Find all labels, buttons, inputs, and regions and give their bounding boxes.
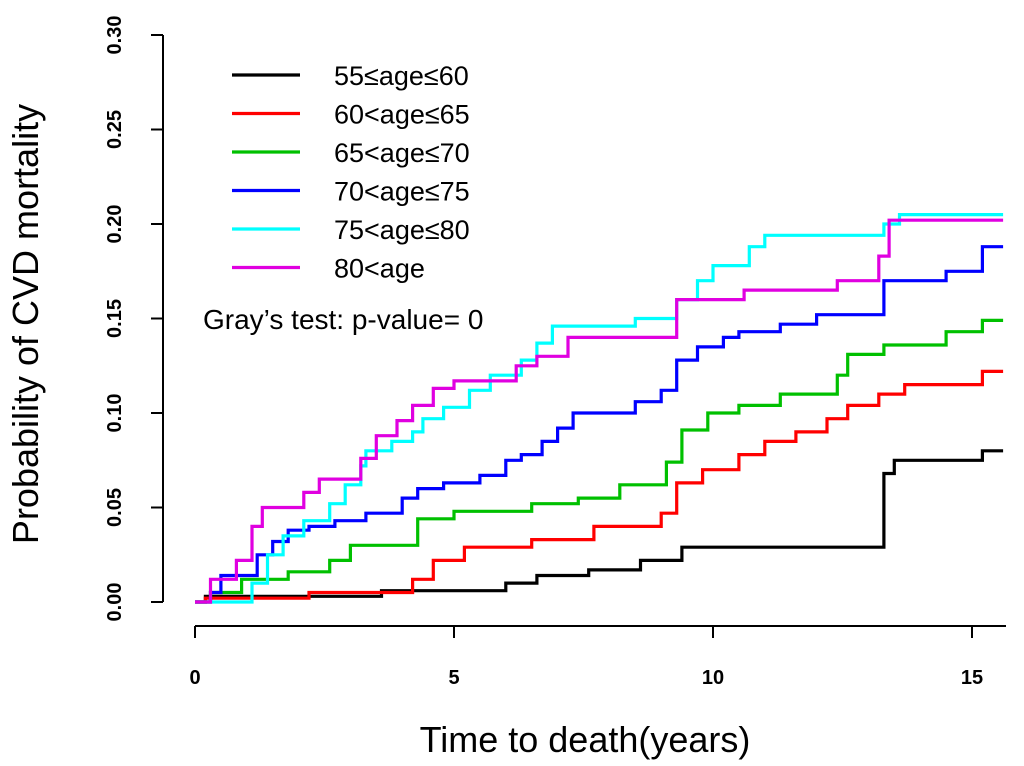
- y-tick-label: 0.10: [104, 394, 126, 433]
- legend-label: 70<age≤75: [334, 177, 470, 207]
- y-tick-label: 0.05: [104, 488, 126, 527]
- series-line-5: [195, 213, 1004, 604]
- y-ticks: 0.00 0.05 0.10 0.15 0.20 0.25 0.30: [104, 16, 163, 622]
- legend-label: 65<age≤70: [334, 138, 470, 168]
- x-tick-label: 10: [702, 667, 724, 689]
- y-tick-label: 0.20: [104, 205, 126, 244]
- legend-label: 80<age: [334, 254, 425, 284]
- x-tick-label: 0: [189, 667, 200, 689]
- legend-label: 55≤age≤60: [334, 61, 469, 91]
- x-ticks: 0 5 10 15: [189, 626, 983, 689]
- legend-label: 60<age≤65: [334, 100, 470, 130]
- y-tick-label: 0.00: [104, 583, 126, 622]
- gray-test-annotation: Gray’s test: p-value= 0: [203, 304, 483, 335]
- legend: 55≤age≤60 60<age≤65 65<age≤70 70<age≤75 75<a…: [232, 61, 470, 284]
- series-line-6: [195, 218, 1004, 604]
- y-tick-label: 0.25: [104, 110, 126, 149]
- y-tick-label: 0.30: [104, 16, 126, 55]
- x-tick-label: 5: [448, 667, 459, 689]
- series-line-2: [195, 369, 1004, 604]
- series-lines: [195, 213, 1004, 604]
- y-tick-label: 0.15: [104, 299, 126, 338]
- x-tick-label: 15: [961, 667, 983, 689]
- series-line-3: [195, 318, 1004, 604]
- y-axis-label: Probability of CVD mortality: [5, 104, 46, 544]
- legend-label: 75<age≤80: [334, 215, 470, 245]
- x-axis-label: Time to death(years): [420, 719, 751, 760]
